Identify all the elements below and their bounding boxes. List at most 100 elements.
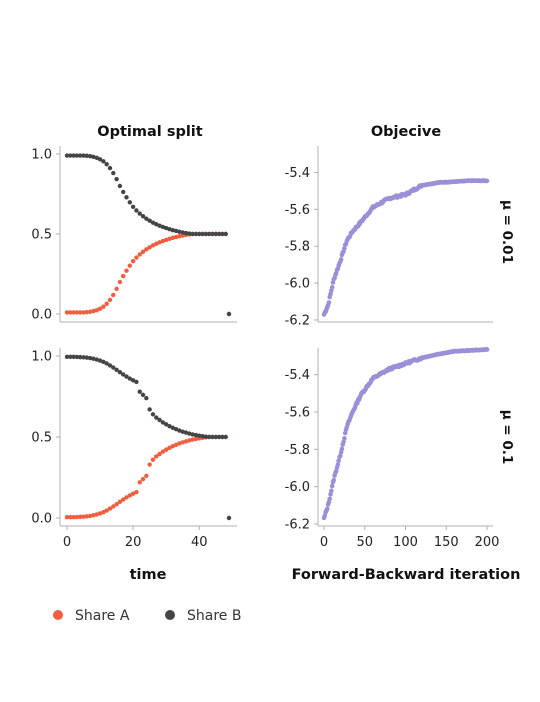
share-b-point bbox=[180, 429, 185, 434]
share-b-point bbox=[200, 433, 205, 439]
share-a-point bbox=[137, 480, 142, 485]
share-a-point bbox=[81, 514, 86, 519]
share-a-point bbox=[121, 497, 126, 502]
panel-split-mu001: 0.0 0.5 1.0 bbox=[31, 146, 237, 323]
objective-point bbox=[484, 347, 490, 352]
share-a-point bbox=[160, 238, 166, 244]
share-a-point bbox=[144, 247, 149, 252]
legend-label-share-a: Share A bbox=[75, 608, 130, 624]
legend: Share A Share B bbox=[53, 608, 241, 624]
share-b-point bbox=[137, 389, 142, 394]
objective-point bbox=[329, 284, 335, 290]
share-b-point bbox=[127, 376, 133, 381]
share-b-point bbox=[87, 154, 93, 159]
share-a-point bbox=[150, 457, 156, 462]
y-tick-label: 0.5 bbox=[31, 431, 52, 446]
share-b-point bbox=[127, 200, 133, 205]
share-a-point bbox=[163, 447, 169, 452]
share-a-point bbox=[160, 449, 166, 454]
share-a-point bbox=[137, 252, 142, 257]
share-a-point bbox=[167, 236, 172, 241]
share-a-point bbox=[94, 512, 99, 517]
legend-label-share-b: Share B bbox=[187, 608, 241, 624]
share-a-point bbox=[101, 509, 106, 515]
objective-point bbox=[355, 400, 360, 406]
y-tick-label: 0.5 bbox=[31, 228, 52, 243]
x-tick-label: 200 bbox=[475, 535, 500, 550]
facet-label-mu01: μ = 0.1 bbox=[499, 410, 515, 465]
share-a-point bbox=[180, 440, 185, 445]
share-a-point bbox=[94, 307, 99, 313]
share-b-point bbox=[94, 155, 99, 161]
objective-point bbox=[341, 439, 346, 445]
share-b-point bbox=[71, 354, 76, 360]
share-b-point bbox=[187, 231, 192, 236]
share-b-point bbox=[134, 379, 139, 385]
share-a-point bbox=[167, 445, 172, 451]
share-a-point bbox=[130, 491, 136, 496]
share-b-point bbox=[74, 153, 80, 158]
share-b-point bbox=[163, 225, 169, 231]
share-b-point bbox=[216, 231, 222, 237]
share-b-point bbox=[81, 153, 86, 158]
share-b-point bbox=[97, 358, 103, 363]
share-a-point bbox=[134, 255, 139, 260]
share-b-point bbox=[190, 432, 195, 437]
share-a-point bbox=[71, 514, 76, 520]
share-b-point bbox=[104, 162, 109, 167]
share-b-point bbox=[206, 434, 212, 440]
share-b-point bbox=[160, 224, 166, 230]
share-a-point bbox=[124, 495, 129, 500]
share-a-point bbox=[104, 508, 109, 513]
x-tick-label: 0 bbox=[320, 535, 328, 550]
panel-split-mu01: 0.0 0.5 1.0 0 20 40 bbox=[31, 348, 237, 550]
share-a-point bbox=[187, 438, 192, 443]
share-a-point bbox=[78, 310, 83, 315]
share-b-point bbox=[140, 392, 146, 398]
share-a-point bbox=[134, 489, 139, 495]
share-a-point bbox=[157, 451, 162, 457]
share-b-point bbox=[157, 417, 162, 423]
y-tick-label: -5.4 bbox=[285, 166, 310, 181]
share-b-point bbox=[140, 214, 146, 219]
x-tick-label: 40 bbox=[191, 535, 208, 550]
share-b-point bbox=[183, 230, 189, 236]
share-a-point bbox=[140, 476, 146, 482]
share-b-point bbox=[213, 434, 218, 440]
objective-point bbox=[338, 453, 343, 459]
y-tick-label: 1.0 bbox=[31, 148, 52, 163]
objective-point bbox=[342, 246, 347, 251]
share-a-point bbox=[68, 310, 73, 315]
objective-point bbox=[331, 477, 337, 483]
y-tick-label: -6.2 bbox=[285, 314, 310, 329]
share-a-point bbox=[177, 234, 182, 239]
title-optimal-split: Optimal split bbox=[97, 124, 202, 140]
objective-point bbox=[339, 446, 345, 452]
share-b-point bbox=[78, 153, 83, 158]
share-b-point bbox=[170, 425, 175, 430]
share-b-point bbox=[144, 395, 149, 401]
share-a-point bbox=[140, 249, 146, 254]
share-b-point bbox=[64, 354, 70, 360]
share-b-point bbox=[121, 189, 126, 195]
share-a-point bbox=[147, 245, 152, 250]
share-b-point bbox=[124, 195, 129, 200]
objective-point bbox=[329, 483, 335, 489]
share-a-point bbox=[154, 454, 159, 459]
share-b-point bbox=[84, 153, 90, 158]
share-b-point bbox=[200, 231, 205, 237]
share-b-point bbox=[220, 231, 225, 237]
y-tick-label: -6.2 bbox=[285, 518, 310, 533]
objective-point bbox=[324, 506, 330, 512]
share-b-point bbox=[177, 428, 182, 433]
share-a-point bbox=[170, 235, 175, 241]
share-a-point bbox=[183, 439, 189, 444]
share-a-point bbox=[111, 292, 116, 298]
objective-point bbox=[335, 462, 341, 467]
share-b-point bbox=[223, 434, 228, 440]
share-b-point bbox=[111, 365, 116, 370]
objective-point bbox=[327, 496, 333, 502]
objective-point bbox=[338, 257, 344, 262]
share-b-point bbox=[68, 354, 73, 360]
